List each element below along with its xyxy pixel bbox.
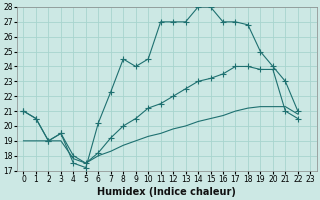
X-axis label: Humidex (Indice chaleur): Humidex (Indice chaleur)	[98, 187, 236, 197]
